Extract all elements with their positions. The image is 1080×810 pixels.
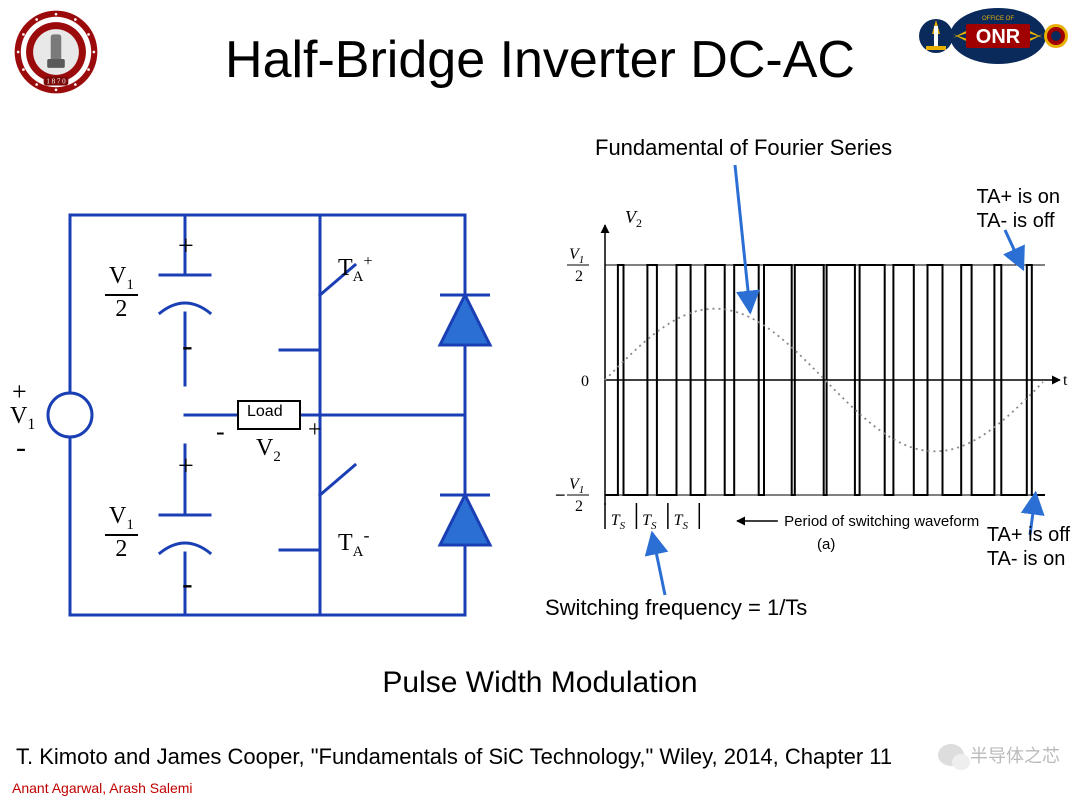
cap1-minus: - (182, 327, 193, 364)
svg-text:ONR: ONR (976, 26, 1021, 48)
onr-logo-icon: OFFICE OF ONR (918, 6, 1068, 66)
v2-label: V2 (256, 435, 281, 466)
watermark: 半导体之芯 (938, 742, 1060, 768)
circuit-diagram: + - V1 V1 2 + - V1 2 + - TA+ TA- Load - … (10, 195, 510, 635)
svg-text:TS: TS (642, 512, 657, 532)
svg-text:t: t (1063, 372, 1068, 389)
cap2-plus: + (178, 451, 194, 483)
svg-text:1 8 7 0: 1 8 7 0 (46, 78, 66, 86)
svg-text:2: 2 (636, 216, 642, 230)
ta-minus-label: TA- (338, 525, 370, 561)
svg-text:OFFICE OF: OFFICE OF (982, 16, 1014, 22)
v1-label: V1 (10, 403, 35, 434)
ta-plus-label: TA+ (338, 253, 373, 286)
svg-text:TS: TS (674, 512, 689, 532)
cap2-minus: - (182, 565, 193, 602)
svg-text:2: 2 (575, 498, 583, 515)
citation: T. Kimoto and James Cooper, "Fundamental… (16, 743, 1016, 771)
svg-text:TS: TS (611, 512, 626, 532)
load-label: Load (247, 403, 283, 421)
cap1-plus: + (178, 231, 194, 263)
v2-plus: + (308, 417, 322, 444)
fourier-label: Fundamental of Fourier Series (595, 135, 892, 161)
ta-on-label: TA+ is on TA- is off (976, 185, 1060, 233)
svg-text:(a): (a) (817, 536, 835, 553)
svg-text:0: 0 (581, 373, 589, 390)
svg-text:V1: V1 (569, 246, 584, 266)
authors: Anant Agarwal, Arash Salemi (12, 780, 193, 796)
v1half-bot-label: V1 2 (105, 503, 138, 563)
osu-seal-icon: 1 8 7 0 (12, 8, 100, 96)
svg-text:−: − (555, 485, 566, 505)
subtitle: Pulse Width Modulation (0, 666, 1080, 700)
v2-minus: - (216, 417, 225, 447)
waveform-diagram: Fundamental of Fourier Series TA+ is on … (535, 135, 1070, 625)
v1half-top-label: V1 2 (105, 263, 138, 323)
svg-text:Period of switching waveform: Period of switching waveform (784, 513, 979, 530)
svg-text:2: 2 (575, 268, 583, 285)
switching-freq-label: Switching frequency = 1/Ts (545, 595, 807, 621)
wechat-icon (938, 744, 964, 766)
v1-minus-label: - (16, 431, 26, 465)
ta-off-label: TA+ is off TA- is on (987, 523, 1070, 571)
svg-text:V1: V1 (569, 476, 584, 496)
